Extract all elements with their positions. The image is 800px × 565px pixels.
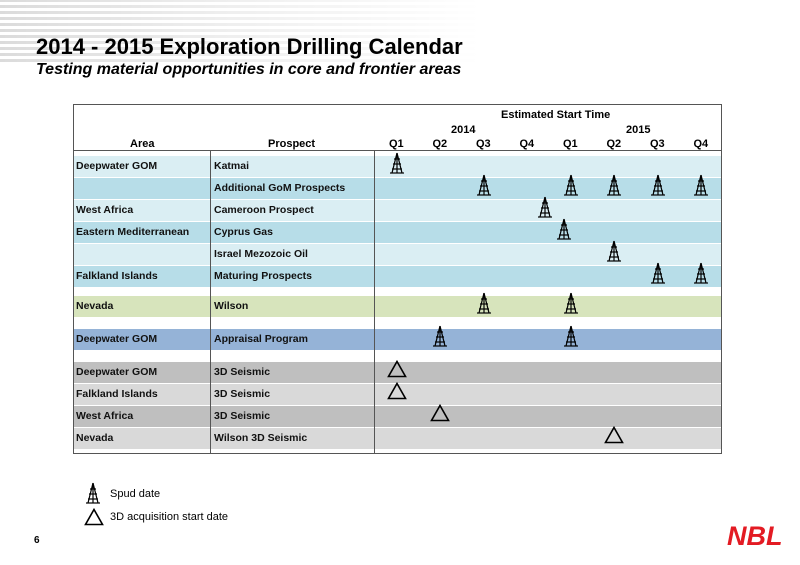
area-cell: Falkland Islands [76, 388, 158, 400]
area-cell: Falkland Islands [76, 270, 158, 282]
area-cell: Nevada [76, 432, 114, 444]
triangle-icon [604, 426, 625, 444]
table-row: Falkland Islands 3D Seismic [73, 384, 722, 405]
row-divider [73, 150, 722, 151]
page-number: 6 [34, 535, 40, 546]
quarter-header: Q3 [476, 138, 491, 150]
quarter-header: Q4 [693, 138, 709, 150]
rig-icon [563, 174, 578, 196]
area-cell: Deepwater GOM [76, 366, 158, 378]
prospect-cell: Cameroon Prospect [214, 204, 314, 216]
table-header-border [73, 104, 722, 151]
rig-icon [607, 240, 622, 262]
legend-seismic-label: 3D acquisition start date [110, 511, 229, 523]
rig-icon [476, 292, 491, 314]
table-row: Israel Mezozoic Oil [73, 244, 722, 265]
rig-icon [557, 218, 572, 240]
triangle-icon [386, 360, 407, 378]
row-divider [73, 453, 722, 454]
quarter-header: Q1 [389, 138, 404, 150]
rig-icon [607, 174, 622, 196]
rig-icon [433, 325, 448, 347]
column-divider [73, 150, 74, 454]
rig-icon [694, 262, 709, 284]
prospect-cell: Maturing Prospects [214, 270, 313, 282]
legend-rig-icon [86, 482, 100, 504]
page-subtitle: Testing material opportunities in core a… [36, 61, 462, 78]
table-row: Eastern Mediterranean Cyprus Gas [73, 222, 722, 243]
quarter-header: Q3 [650, 138, 665, 150]
area-cell: West Africa [76, 410, 134, 422]
table-row: Nevada Wilson [73, 296, 722, 317]
rig-icon [476, 174, 491, 196]
header-prospect: Prospect [268, 138, 316, 150]
quarter-header: Q2 [606, 138, 622, 150]
nbl-logo: NBL [727, 521, 783, 551]
prospect-cell: Wilson [214, 300, 249, 312]
triangle-icon [430, 404, 451, 422]
table-row: Nevada Wilson 3D Seismic [73, 428, 722, 449]
table-row: Deepwater GOM 3D Seismic [73, 362, 722, 383]
prospect-cell: 3D Seismic [214, 410, 271, 422]
quarter-header: Q2 [432, 138, 448, 150]
prospect-cell: 3D Seismic [214, 388, 271, 400]
table-row: Deepwater GOM Katmai [73, 156, 722, 177]
prospect-cell: Additional GoM Prospects [214, 182, 346, 194]
triangle-icon [386, 382, 407, 400]
area-cell: Nevada [76, 300, 114, 312]
prospect-cell: Wilson 3D Seismic [214, 432, 308, 444]
table-row: Falkland Islands Maturing Prospects [73, 266, 722, 287]
legend-spud-label: Spud date [110, 488, 161, 500]
column-divider [374, 150, 375, 454]
rig-icon [650, 262, 665, 284]
legend-triangle-icon [84, 508, 104, 526]
header-year-2015: 2015 [626, 124, 651, 136]
rig-icon [389, 152, 404, 174]
prospect-cell: Israel Mezozoic Oil [214, 248, 308, 260]
prospect-cell: Katmai [214, 160, 250, 172]
prospect-cell: Appraisal Program [214, 333, 308, 345]
prospect-cell: 3D Seismic [214, 366, 271, 378]
rig-icon [537, 196, 552, 218]
prospect-cell: Cyprus Gas [214, 226, 273, 238]
page-title: 2014 - 2015 Exploration Drilling Calenda… [36, 34, 463, 59]
column-divider [721, 150, 722, 454]
drilling-calendar-table: Estimated Start Time 2014 2015 Area Pros… [73, 104, 722, 454]
svg-text:NBL: NBL [727, 521, 783, 551]
rig-icon [563, 325, 578, 347]
table-row: West Africa 3D Seismic [73, 406, 722, 427]
header-year-2014: 2014 [451, 124, 476, 136]
area-cell: Deepwater GOM [76, 333, 158, 345]
rig-icon [563, 292, 578, 314]
rig-icon [650, 174, 665, 196]
table-row: West Africa Cameroon Prospect [73, 200, 722, 221]
area-cell: West Africa [76, 204, 134, 216]
quarter-header: Q1 [563, 138, 578, 150]
column-divider [210, 150, 211, 454]
area-cell: Eastern Mediterranean [76, 226, 190, 238]
table-row: Deepwater GOM Appraisal Program [73, 329, 722, 350]
quarter-header: Q4 [519, 138, 535, 150]
rig-icon [694, 174, 709, 196]
header-estimated-start: Estimated Start Time [501, 109, 611, 121]
table-row: Additional GoM Prospects [73, 178, 722, 199]
area-cell: Deepwater GOM [76, 160, 158, 172]
header-area: Area [130, 138, 155, 150]
header-pattern [0, 0, 800, 62]
